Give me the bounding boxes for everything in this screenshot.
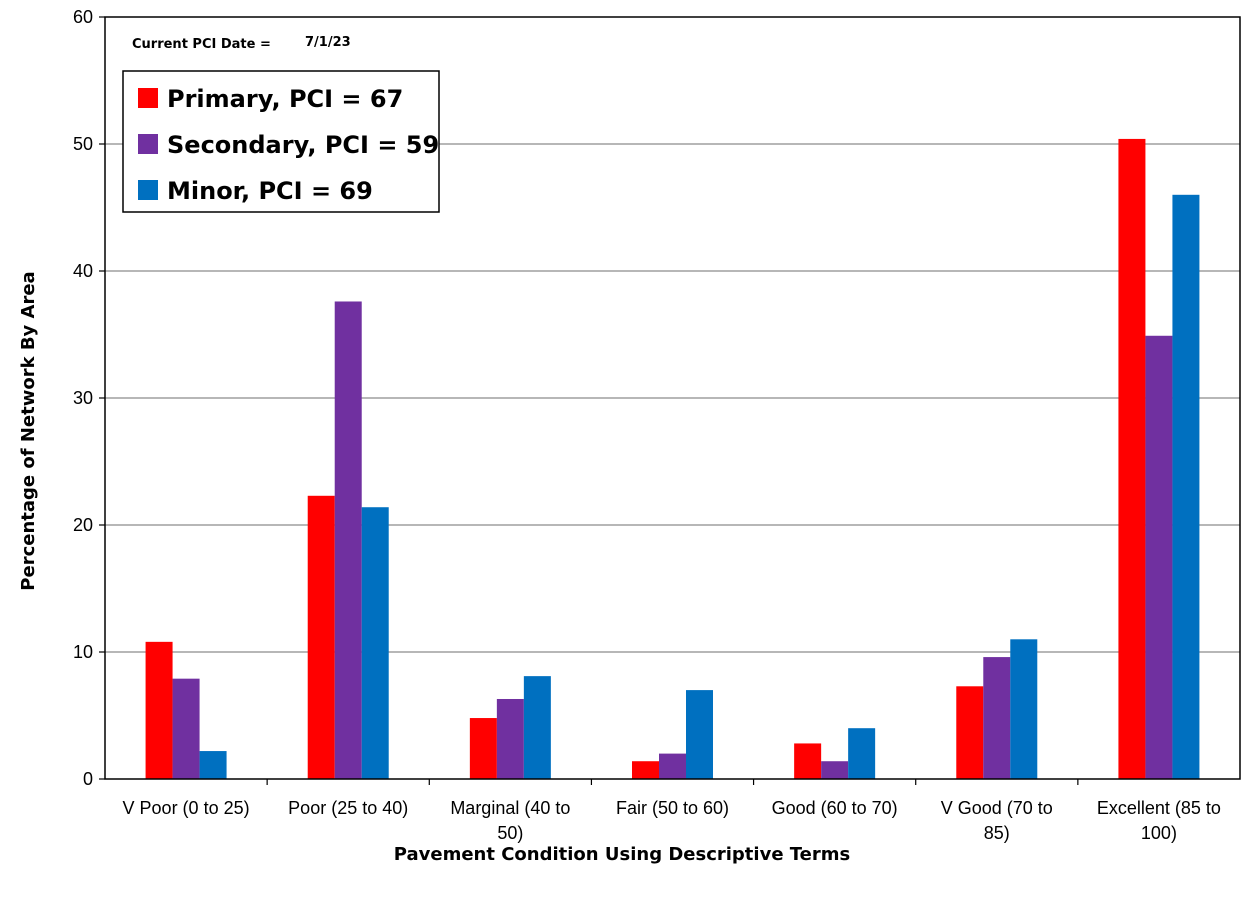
legend-swatch-primary xyxy=(138,88,158,108)
bar-secondary-2 xyxy=(496,698,524,779)
x-tick-label-5: V Good (70 to 85) xyxy=(941,798,1053,843)
bar-minor-3 xyxy=(686,690,713,779)
bar-secondary-6 xyxy=(1145,335,1173,779)
bar-minor-1 xyxy=(361,507,389,779)
bar-marks xyxy=(145,138,1200,780)
legend-label-secondary: Secondary, PCI = 59 xyxy=(167,131,439,159)
x-axis-ticks: V Poor (0 to 25) Poor (25 to 40) Marginal … xyxy=(123,779,1221,843)
legend-box xyxy=(122,70,440,213)
bar-secondary-0 xyxy=(172,678,200,779)
legend-label-minor: Minor, PCI = 69 xyxy=(167,177,373,205)
y-axis-ticks: 0 10 20 30 40 50 60 xyxy=(73,7,105,789)
gridlines xyxy=(105,143,1240,653)
y-tick-label-0: 0 xyxy=(83,769,93,789)
bar-secondary-1 xyxy=(334,301,362,779)
pci-date-label: Current PCI Date = xyxy=(132,37,271,52)
legend-swatch-minor xyxy=(138,180,158,200)
bar-primary-5 xyxy=(956,686,984,779)
bar-primary-4 xyxy=(794,743,822,779)
x-tick-label-1: Poor (25 to 40) xyxy=(288,798,408,818)
x-tick-label-0: V Poor (0 to 25) xyxy=(123,798,250,818)
bar-primary-3 xyxy=(632,761,659,779)
x-tick-label-2: Marginal (40 to 50) xyxy=(450,798,570,843)
y-tick-label-20: 20 xyxy=(73,515,93,535)
bar-secondary-5 xyxy=(983,657,1011,779)
pci-date-value: 7/1/23 xyxy=(305,35,351,50)
bar-minor-4 xyxy=(848,728,876,779)
bar-primary-2 xyxy=(469,718,497,779)
bar-minor-2 xyxy=(523,676,551,779)
y-tick-label-10: 10 xyxy=(73,642,93,662)
y-tick-label-40: 40 xyxy=(73,261,93,281)
x-tick-label-4: Good (60 to 70) xyxy=(772,798,898,818)
y-axis-title: Percentage of Network By Area xyxy=(18,271,39,590)
bar-primary-0 xyxy=(145,641,173,779)
bar-minor-6 xyxy=(1172,194,1200,780)
bar-primary-6 xyxy=(1118,138,1146,780)
x-tick-label-3: Fair (50 to 60) xyxy=(616,798,729,818)
bar-minor-5 xyxy=(1010,639,1038,779)
x-tick-label-6: Excellent (85 to 100) xyxy=(1097,798,1221,843)
legend-label-primary: Primary, PCI = 67 xyxy=(167,85,403,113)
bar-minor-0 xyxy=(199,751,227,779)
bar-secondary-3 xyxy=(659,753,686,779)
x-axis-title: Pavement Condition Using Descriptive Ter… xyxy=(394,844,850,865)
legend-swatch-secondary xyxy=(138,134,158,154)
bar-primary-1 xyxy=(307,495,335,779)
y-tick-label-30: 30 xyxy=(73,388,93,408)
bar-secondary-4 xyxy=(821,761,849,779)
y-tick-label-60: 60 xyxy=(73,7,93,27)
y-tick-label-50: 50 xyxy=(73,134,93,154)
legend: Primary, PCI = 67 Secondary, PCI = 59 Mi… xyxy=(122,70,440,213)
